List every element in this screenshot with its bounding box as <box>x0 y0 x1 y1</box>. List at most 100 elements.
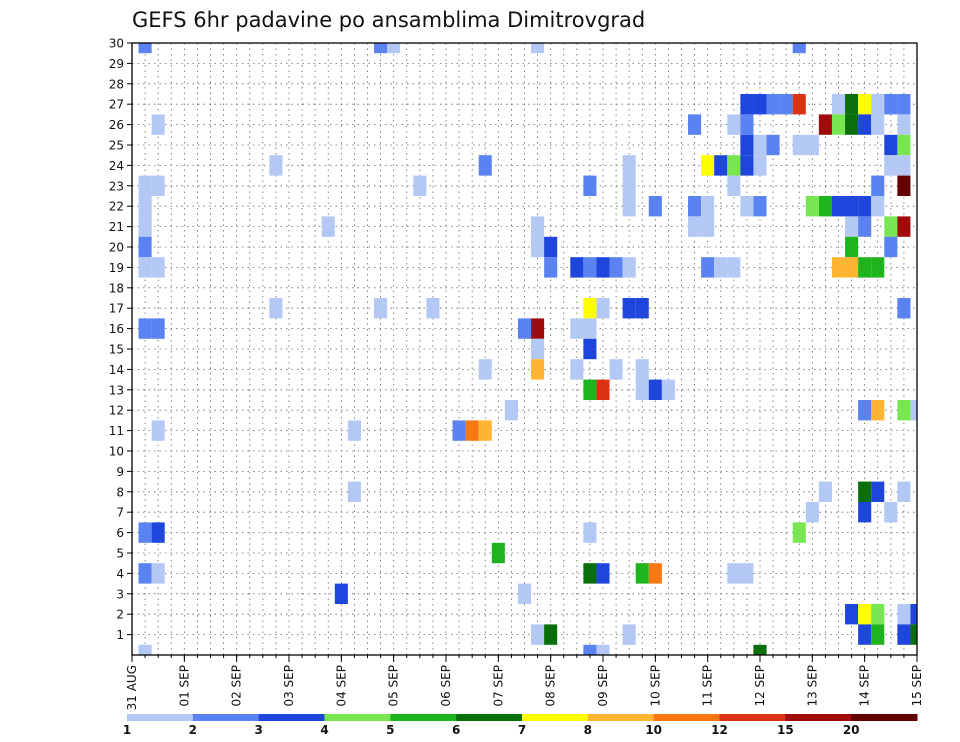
data-cell <box>531 624 545 645</box>
data-cell <box>779 94 793 115</box>
data-cell <box>871 624 885 645</box>
data-cell <box>871 114 885 135</box>
data-cell <box>753 155 767 176</box>
data-cell <box>491 542 505 564</box>
y-tick-label: 2 <box>116 608 124 622</box>
data-cell <box>596 563 610 584</box>
data-cell <box>138 216 152 237</box>
data-cell <box>413 175 427 196</box>
data-cell <box>740 94 754 115</box>
data-cell <box>531 43 545 54</box>
data-cell <box>897 155 911 176</box>
data-cell <box>845 94 859 115</box>
cells-layer <box>138 43 917 655</box>
data-cell <box>635 379 649 400</box>
data-cell <box>884 236 898 258</box>
data-cell <box>531 236 545 258</box>
data-cell <box>347 420 361 441</box>
y-tick-label: 1 <box>116 628 124 642</box>
data-cell <box>858 114 872 135</box>
data-cell <box>714 257 728 278</box>
data-cell <box>609 257 623 278</box>
data-cell <box>897 134 911 156</box>
y-tick-label: 3 <box>116 587 124 601</box>
data-cell <box>583 338 597 360</box>
data-cell <box>727 257 741 278</box>
y-tick-label: 16 <box>109 322 124 336</box>
data-cell <box>622 175 636 196</box>
data-cell <box>465 420 479 441</box>
data-cell <box>897 114 911 135</box>
legend-label: 20 <box>843 723 860 737</box>
legend-swatch <box>324 714 391 721</box>
data-cell <box>648 196 662 217</box>
data-cell <box>845 257 859 278</box>
chart-title: GEFS 6hr padavine po ansamblima Dimitrov… <box>132 8 645 32</box>
data-cell <box>897 175 911 196</box>
data-cell <box>138 563 152 584</box>
x-tick-label: 05 SEP <box>387 665 401 707</box>
data-cell <box>884 134 898 156</box>
data-cell <box>910 624 917 645</box>
data-cell <box>622 257 636 278</box>
data-cell <box>871 94 885 115</box>
data-cell <box>792 134 806 156</box>
data-cell <box>871 604 885 625</box>
data-cell <box>910 400 917 421</box>
color-legend: 1 2 3 4 5 6 7 8 10 12 15 20 <box>123 714 918 737</box>
x-tick-label: 02 SEP <box>230 665 244 707</box>
data-cell <box>884 216 898 237</box>
data-cell <box>504 400 518 421</box>
data-cell <box>596 257 610 278</box>
data-cell <box>845 604 859 625</box>
data-cell <box>897 94 911 115</box>
data-cell <box>727 155 741 176</box>
x-axis: 31 AUG 01 SEP 02 SEP 03 SEP 04 SEP 05 SEP 06 S… <box>125 655 924 710</box>
data-cell <box>818 196 832 217</box>
data-cell <box>151 318 165 339</box>
data-cell <box>805 502 819 523</box>
data-cell <box>138 318 152 339</box>
y-tick-label: 10 <box>109 445 124 459</box>
legend-swatch <box>785 714 852 721</box>
data-cell <box>334 583 348 604</box>
data-cell <box>531 318 545 339</box>
data-cell <box>753 196 767 217</box>
data-cell <box>897 481 911 502</box>
data-cell <box>858 257 872 278</box>
y-tick-label: 29 <box>109 57 124 71</box>
data-cell <box>583 257 597 278</box>
data-cell <box>570 359 584 380</box>
x-tick-label: 13 SEP <box>805 665 819 707</box>
y-tick-label: 11 <box>109 424 124 438</box>
legend-label: 1 <box>123 723 131 737</box>
data-cell <box>805 134 819 156</box>
data-cell <box>583 644 597 655</box>
legend-swatch <box>390 714 457 721</box>
data-cell <box>858 502 872 523</box>
data-cell <box>635 563 649 584</box>
data-cell <box>635 298 649 319</box>
x-tick-label: 11 SEP <box>701 665 715 707</box>
data-cell <box>753 94 767 115</box>
data-cell <box>766 134 780 156</box>
data-cell <box>570 318 584 339</box>
data-cell <box>622 298 636 319</box>
data-cell <box>138 43 152 54</box>
data-cell <box>622 624 636 645</box>
data-cell <box>753 134 767 156</box>
data-cell <box>269 155 283 176</box>
legend-label: 6 <box>452 723 460 737</box>
data-cell <box>570 257 584 278</box>
legend-label: 12 <box>711 723 728 737</box>
data-cell <box>452 420 466 441</box>
data-cell <box>596 298 610 319</box>
data-cell <box>583 563 597 584</box>
data-cell <box>845 216 859 237</box>
data-cell <box>740 134 754 156</box>
data-cell <box>831 94 846 115</box>
data-cell <box>740 196 754 217</box>
data-cell <box>517 583 532 604</box>
legend-label: 2 <box>189 723 197 737</box>
data-cell <box>845 236 859 258</box>
